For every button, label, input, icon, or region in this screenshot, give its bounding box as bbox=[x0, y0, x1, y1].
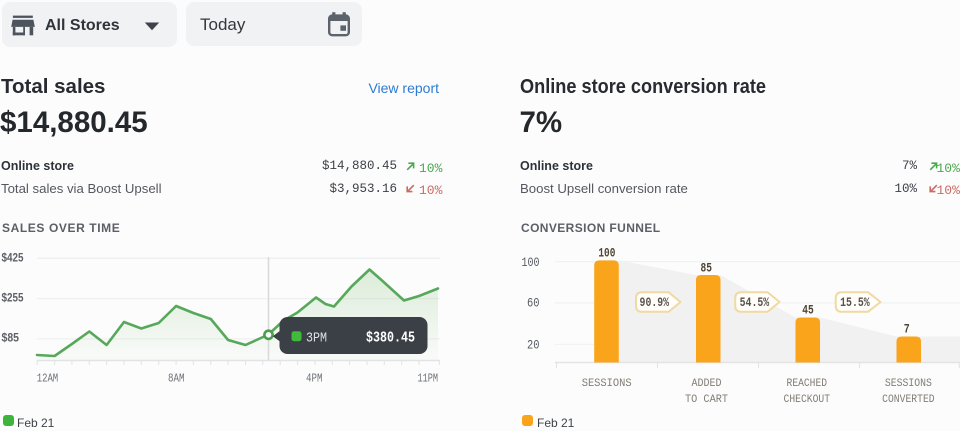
svg-text:45: 45 bbox=[802, 304, 814, 318]
svg-text:SESSIONS: SESSIONS bbox=[582, 378, 632, 390]
svg-text:4PM: 4PM bbox=[306, 372, 323, 385]
svg-text:CONVERTED: CONVERTED bbox=[882, 394, 935, 406]
svg-text:7: 7 bbox=[904, 323, 910, 337]
svg-text:TO CART: TO CART bbox=[685, 394, 728, 406]
svg-text:3PM: 3PM bbox=[306, 331, 327, 347]
svg-text:60: 60 bbox=[527, 297, 540, 311]
svg-text:SESSIONS: SESSIONS bbox=[885, 378, 932, 390]
svg-text:CHECKOUT: CHECKOUT bbox=[784, 394, 831, 406]
svg-text:ADDED: ADDED bbox=[692, 378, 722, 390]
svg-text:54.5%: 54.5% bbox=[740, 295, 770, 310]
svg-text:100: 100 bbox=[522, 256, 540, 270]
svg-text:100: 100 bbox=[598, 246, 615, 260]
svg-text:$425: $425 bbox=[2, 253, 25, 265]
svg-text:90.9%: 90.9% bbox=[640, 295, 670, 310]
svg-text:15.5%: 15.5% bbox=[840, 295, 870, 310]
svg-text:REACHED: REACHED bbox=[787, 378, 828, 390]
svg-text:$85: $85 bbox=[2, 333, 20, 345]
svg-text:85: 85 bbox=[701, 262, 713, 276]
svg-text:$380.45: $380.45 bbox=[366, 331, 415, 347]
svg-text:12AM: 12AM bbox=[37, 372, 59, 385]
svg-text:20: 20 bbox=[527, 339, 540, 353]
svg-text:11PM: 11PM bbox=[418, 372, 439, 385]
svg-text:$255: $255 bbox=[2, 293, 25, 305]
svg-text:8AM: 8AM bbox=[168, 372, 185, 385]
